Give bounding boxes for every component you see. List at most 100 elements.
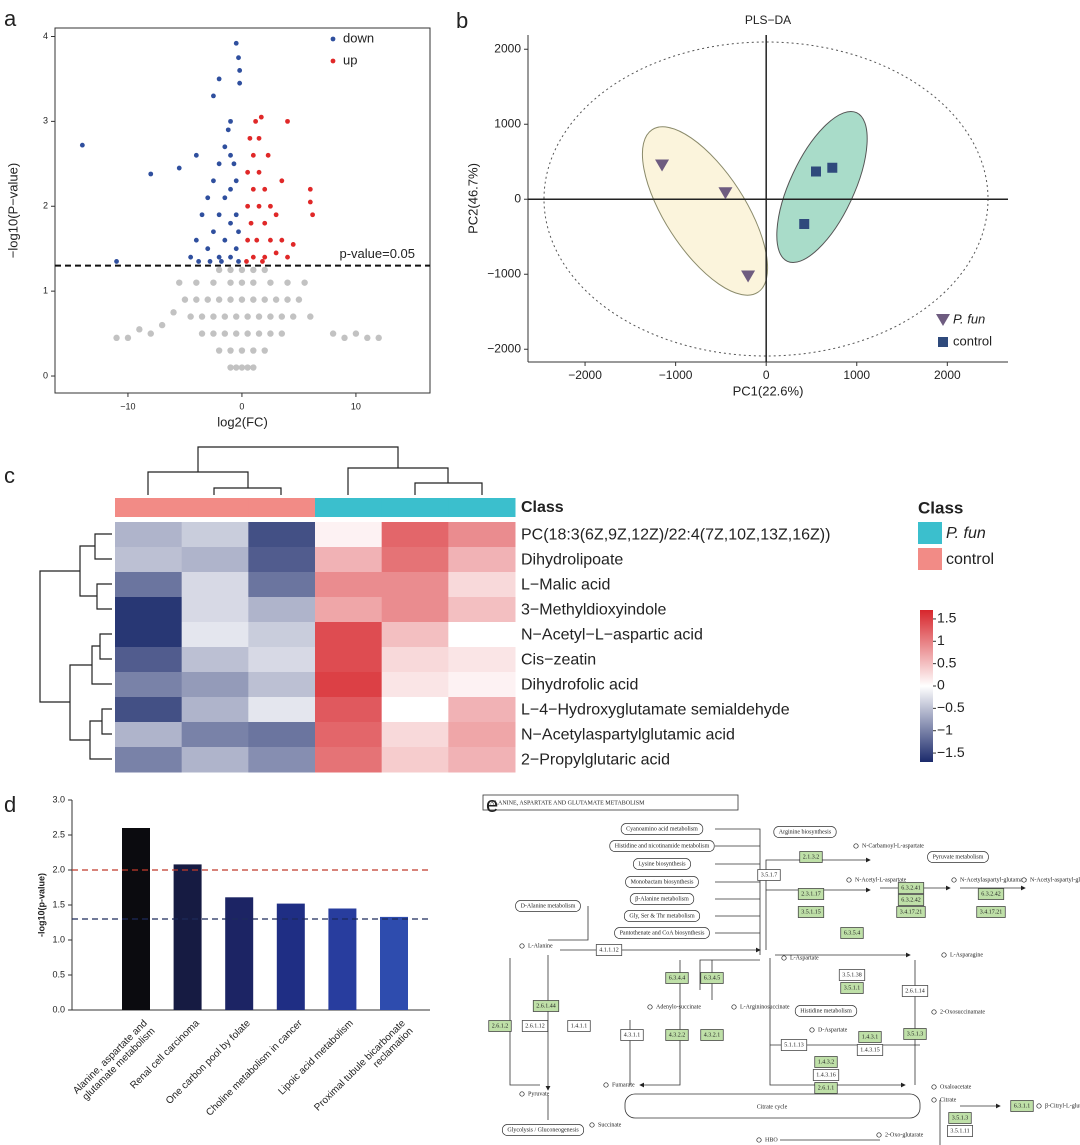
gene-box: [812, 1069, 840, 1081]
gene-box: [665, 972, 689, 984]
gene-box: [620, 1029, 644, 1041]
point: [124, 334, 132, 342]
heatmap-cell: [448, 747, 516, 773]
legend-title: Class: [918, 498, 963, 517]
citrate-cycle-box: [624, 1093, 921, 1119]
point: [267, 330, 274, 337]
point: [216, 76, 222, 82]
point: [238, 364, 246, 371]
row-dendrogram: [39, 533, 112, 760]
y-tick-label: 0: [43, 370, 48, 380]
x-axis-label: log2(FC): [217, 414, 268, 429]
heatmap-cell: [248, 572, 316, 598]
compound-dot: [519, 1091, 525, 1097]
point: [199, 212, 205, 218]
compound-label: N-Acetyl-aspartyl-glutamyl-glutamate: [1030, 877, 1080, 883]
point: [248, 220, 254, 226]
point: [170, 309, 177, 316]
point: [210, 279, 217, 286]
point: [233, 330, 240, 337]
heatmap-cell: [381, 647, 449, 673]
point: [227, 364, 234, 371]
point: [176, 165, 182, 171]
map-box: [629, 893, 695, 905]
compound-dot: [846, 877, 852, 883]
point: [329, 330, 337, 337]
gene-box: [797, 906, 825, 918]
heatmap-cell: [248, 597, 316, 623]
map-box: [609, 840, 715, 852]
compound-dot: [1021, 877, 1027, 883]
x-tick-label: −10: [120, 401, 135, 411]
point: [211, 93, 216, 99]
legend-label: control: [953, 333, 992, 348]
point: [279, 178, 285, 184]
gene-label: 6.3.2.41: [901, 885, 921, 891]
heatmap-cell: [248, 747, 316, 773]
point: [228, 152, 233, 158]
point: [228, 220, 233, 226]
heatmap-cell: [181, 672, 249, 698]
gene-label: 2.6.1.44: [536, 1003, 556, 1009]
point: [272, 296, 280, 303]
gene-box: [799, 851, 823, 863]
heatmap-cell: [315, 722, 383, 748]
x-tick-label: 0: [763, 368, 770, 382]
point: [273, 250, 279, 256]
threshold-label: p-value=0.05: [339, 246, 415, 261]
point: [268, 203, 273, 209]
legend-label: P. fun: [953, 311, 985, 326]
heatmap-cell: [381, 522, 449, 548]
point: [205, 195, 211, 201]
point: [215, 266, 223, 274]
map-box: [614, 927, 710, 939]
point: [233, 364, 240, 371]
heatmap-cell: [448, 672, 516, 698]
point: [262, 254, 268, 260]
row-label: L−4−Hydroxyglutamate semialdehyde: [521, 702, 790, 719]
point: [207, 259, 213, 264]
heatmap-cell: [315, 547, 383, 573]
gene-box: [567, 1020, 591, 1032]
heatmap-cell: [448, 597, 516, 623]
gene-label: 6.3.1.1: [1014, 1103, 1031, 1109]
y-tick-label: −1000: [487, 266, 521, 280]
compound-label: HBO: [765, 1137, 778, 1143]
map-box: [773, 826, 837, 838]
gene-box: [1010, 1100, 1034, 1112]
point: [205, 246, 211, 252]
point: [227, 347, 234, 354]
heatmap-cell: [381, 547, 449, 573]
group-ellipse: [641, 126, 769, 296]
point: [244, 364, 251, 371]
panel-label: e: [486, 792, 498, 817]
y-tick-label: 1.5: [52, 899, 65, 909]
gene-label: 2.6.1.12: [525, 1023, 545, 1029]
point: [228, 254, 233, 260]
y-tick-label: 2000: [494, 41, 521, 55]
plot-frame: [54, 27, 431, 394]
point: [222, 195, 228, 201]
row-label: L−Malic acid: [521, 577, 610, 594]
point: [227, 296, 234, 303]
point: [295, 296, 303, 303]
y-tick-label: 1: [43, 286, 48, 296]
diagram-title: ALANINE, ASPARTATE AND GLUTAMATE METABOL…: [490, 800, 645, 806]
point: [290, 242, 296, 247]
y-tick-label: −2000: [487, 341, 521, 355]
heatmap-cell: [315, 747, 383, 773]
bar: [380, 916, 408, 1010]
point: [811, 166, 821, 177]
compound-label: D-Aspartate: [818, 1027, 848, 1033]
y-tick-label: 2.0: [52, 864, 65, 874]
y-tick-label: 4: [43, 31, 48, 41]
point: [196, 259, 202, 264]
gene-box: [814, 1082, 838, 1094]
colorbar-label: 1: [937, 632, 945, 648]
compound-label: Citrate: [940, 1097, 957, 1103]
gene-box: [665, 1029, 689, 1041]
point: [198, 330, 206, 337]
point: [255, 313, 263, 320]
heatmap-cell: [115, 647, 183, 673]
map-box: [501, 1124, 585, 1136]
